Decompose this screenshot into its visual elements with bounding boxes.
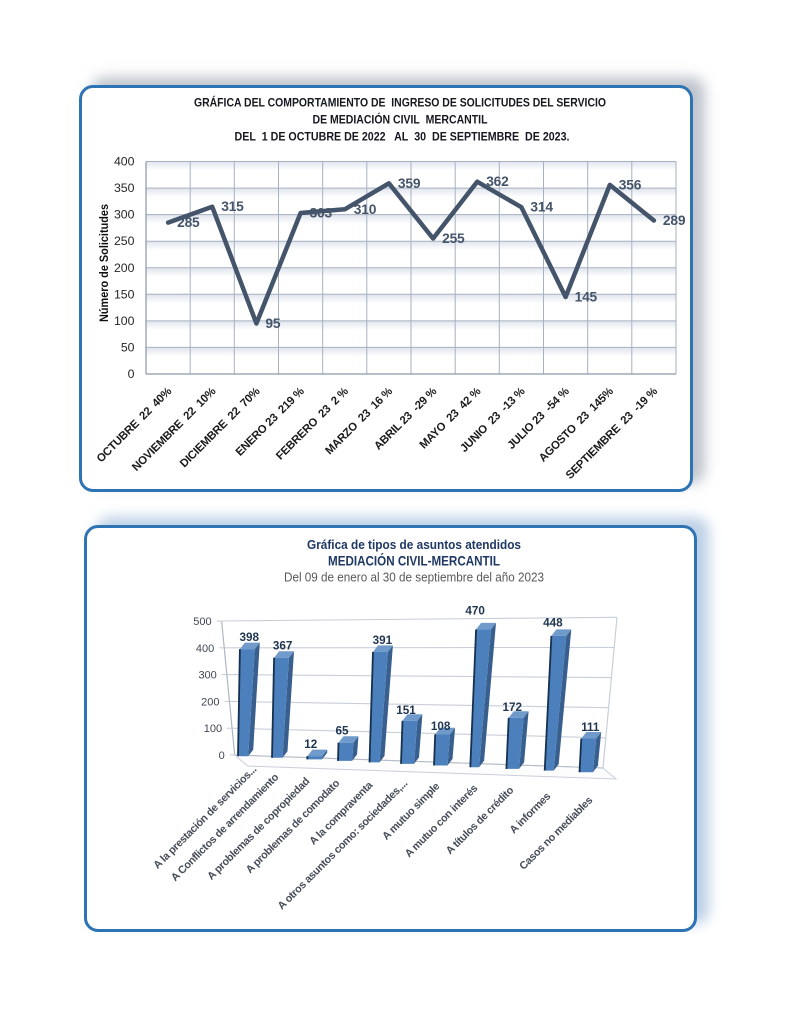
svg-text:Del 09 de enero al 30 de septi: Del 09 de enero al 30 de septiembre del … xyxy=(284,570,544,585)
svg-text:200: 200 xyxy=(114,261,135,275)
svg-text:398: 398 xyxy=(240,631,260,644)
svg-text:250: 250 xyxy=(114,234,135,248)
svg-text:108: 108 xyxy=(431,720,451,733)
svg-text:DE MEDIACIÓN CIVIL MERCANTIL: DE MEDIACIÓN CIVIL MERCANTIL xyxy=(313,112,488,127)
svg-text:A títulos de crédito: A títulos de crédito xyxy=(444,784,517,857)
svg-text:A informes: A informes xyxy=(508,790,554,836)
svg-text:MEDIACIÓN CIVIL-MERCANTIL: MEDIACIÓN CIVIL-MERCANTIL xyxy=(328,552,500,569)
svg-text:289: 289 xyxy=(663,213,686,228)
svg-text:0: 0 xyxy=(128,367,135,381)
svg-text:12: 12 xyxy=(304,738,318,751)
svg-text:A mutuo con interés: A mutuo con interés xyxy=(403,782,481,860)
svg-text:AGOSTO 23 145%: AGOSTO 23 145% xyxy=(537,386,616,465)
svg-text:362: 362 xyxy=(486,174,509,189)
svg-text:350: 350 xyxy=(114,181,135,195)
svg-text:356: 356 xyxy=(619,177,642,192)
svg-text:50: 50 xyxy=(121,340,135,354)
svg-text:200: 200 xyxy=(201,696,219,708)
svg-text:314: 314 xyxy=(530,200,553,215)
svg-text:GRÁFICA DEL COMPORTAMIENTO DE: GRÁFICA DEL COMPORTAMIENTO DE INGRESO DE… xyxy=(194,95,606,110)
svg-text:NOVIEMBRE 22 10%: NOVIEMBRE 22 10% xyxy=(130,386,218,474)
svg-text:315: 315 xyxy=(221,199,244,214)
svg-text:310: 310 xyxy=(354,202,377,217)
svg-text:Gráfica de tipos de asuntos at: Gráfica de tipos de asuntos atendidos xyxy=(307,537,521,552)
svg-text:DICIEMBRE 22 70%: DICIEMBRE 22 70% xyxy=(178,386,263,471)
svg-text:367: 367 xyxy=(273,640,293,653)
svg-text:Número de Solicitudes: Número de Solicitudes xyxy=(99,204,111,322)
svg-text:100: 100 xyxy=(114,314,135,328)
svg-text:DEL 1 DE OCTUBRE DE 2022 AL: DEL 1 DE OCTUBRE DE 2022 AL 30 DE SEPTIE… xyxy=(235,130,570,144)
svg-text:359: 359 xyxy=(398,176,421,191)
svg-text:172: 172 xyxy=(502,701,522,714)
svg-text:400: 400 xyxy=(196,643,214,655)
svg-text:95: 95 xyxy=(265,316,280,331)
svg-text:255: 255 xyxy=(442,231,465,246)
svg-text:OCTUBRE 22 40%: OCTUBRE 22 40% xyxy=(95,386,175,466)
svg-text:300: 300 xyxy=(114,208,135,222)
svg-text:500: 500 xyxy=(193,616,211,628)
svg-text:100: 100 xyxy=(204,723,222,735)
svg-text:0: 0 xyxy=(219,750,225,762)
svg-text:300: 300 xyxy=(198,670,216,682)
svg-text:111: 111 xyxy=(581,721,600,734)
svg-text:448: 448 xyxy=(543,616,563,629)
svg-text:150: 150 xyxy=(114,287,135,301)
svg-text:65: 65 xyxy=(335,725,349,738)
svg-text:391: 391 xyxy=(373,634,393,647)
svg-text:SEPTIEMBRE 23 -19 %: SEPTIEMBRE 23 -19 % xyxy=(564,386,660,482)
svg-text:470: 470 xyxy=(465,605,485,618)
svg-text:400: 400 xyxy=(114,155,135,169)
svg-text:145: 145 xyxy=(575,290,598,305)
svg-text:151: 151 xyxy=(396,704,416,717)
